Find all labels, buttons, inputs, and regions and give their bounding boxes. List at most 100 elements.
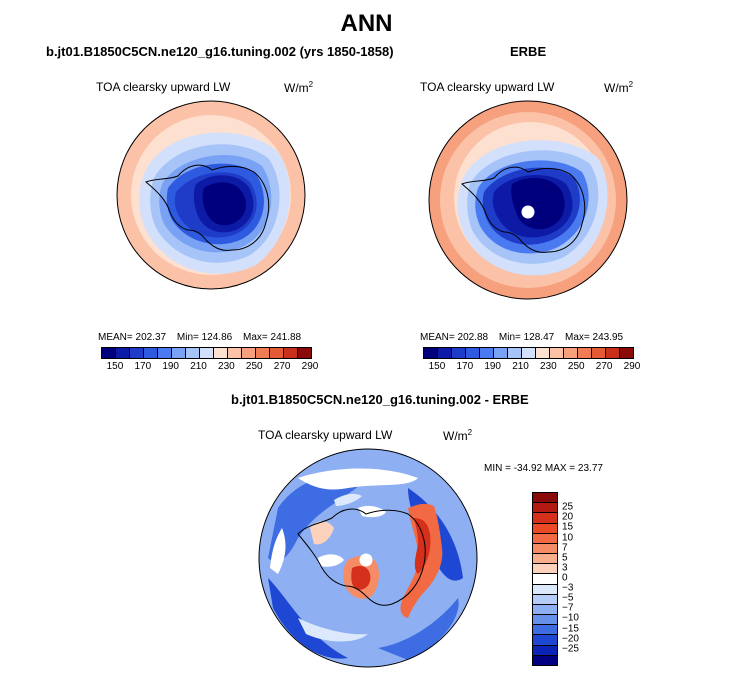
colorbar-swatch xyxy=(270,348,284,358)
colorbar-swatch xyxy=(536,348,550,358)
colorbar-swatch xyxy=(144,348,158,358)
obs-case-title: ERBE xyxy=(510,44,547,59)
colorbar-swatch xyxy=(564,348,578,358)
colorbar-swatch xyxy=(533,604,557,616)
colorbar-swatch xyxy=(592,348,606,358)
colorbar-tick-label: −3 xyxy=(562,582,574,594)
obs-stats: MEAN= 202.88 Min= 128.47 Max= 243.95 xyxy=(420,332,623,343)
colorbar-swatch xyxy=(533,584,557,595)
colorbar-swatch xyxy=(533,655,557,665)
obs-polar-map xyxy=(428,100,628,300)
colorbar-swatch xyxy=(533,493,557,504)
colorbar-tick-label: 25 xyxy=(562,501,574,513)
colorbar-swatch xyxy=(578,348,592,358)
colorbar-swatch xyxy=(214,348,228,358)
colorbar-tick-label: 10 xyxy=(562,532,574,544)
colorbar-swatch xyxy=(480,348,494,358)
colorbar-swatch xyxy=(533,625,557,636)
diff-colorbar-ticks: 25 20 15 10 7 5 3 0 −3 −5 −7 −10 −15 −20 −25 xyxy=(562,492,602,664)
model-polar-map xyxy=(116,100,306,290)
colorbar-tick-label: 270 xyxy=(273,361,291,372)
colorbar-tick-label: 190 xyxy=(484,361,501,372)
colorbar-tick-label: 230 xyxy=(540,361,557,372)
colorbar-swatch xyxy=(466,348,480,358)
obs-max: Max= 243.95 xyxy=(565,332,624,343)
diff-colorbar xyxy=(532,492,558,666)
colorbar-swatch xyxy=(533,574,557,585)
obs-units: W/m2 xyxy=(604,80,634,95)
colorbar-tick-label: 230 xyxy=(218,361,235,372)
colorbar-swatch xyxy=(424,348,438,358)
colorbar-tick-label: 250 xyxy=(567,361,585,372)
colorbar-swatch xyxy=(186,348,200,358)
model-max: Max= 241.88 xyxy=(243,332,302,343)
colorbar-tick-label: 150 xyxy=(106,361,124,372)
model-colorbar xyxy=(101,347,312,359)
colorbar-tick-label: 5 xyxy=(562,552,568,564)
colorbar-swatch xyxy=(172,348,186,358)
colorbar-tick-label: 15 xyxy=(562,521,574,533)
colorbar-tick-label: −7 xyxy=(562,602,574,614)
colorbar-tick-label: 20 xyxy=(562,511,574,523)
colorbar-swatch xyxy=(533,523,557,534)
figure-title: ANN xyxy=(340,10,393,37)
colorbar-swatch xyxy=(606,348,620,358)
obs-pole-hole-icon xyxy=(521,205,535,219)
colorbar-swatch xyxy=(533,594,557,605)
colorbar-swatch xyxy=(533,615,557,626)
colorbar-swatch xyxy=(508,348,522,358)
diff-units: W/m2 xyxy=(443,428,473,443)
colorbar-swatch xyxy=(533,635,557,646)
colorbar-tick-label: 210 xyxy=(190,361,207,372)
colorbar-swatch xyxy=(452,348,466,358)
colorbar-swatch xyxy=(533,513,557,524)
obs-field-title: TOA clearsky upward LW xyxy=(420,80,555,94)
colorbar-swatch xyxy=(242,348,256,358)
colorbar-swatch xyxy=(620,348,633,358)
colorbar-tick-label: 170 xyxy=(456,361,474,372)
colorbar-tick-label: 290 xyxy=(301,361,319,372)
colorbar-swatch xyxy=(158,348,172,358)
colorbar-swatch xyxy=(130,348,144,358)
colorbar-swatch xyxy=(438,348,452,358)
colorbar-tick-label: 270 xyxy=(595,361,613,372)
diff-field-title: TOA clearsky upward LW xyxy=(258,428,393,442)
colorbar-swatch xyxy=(284,348,298,358)
colorbar-swatch xyxy=(298,348,311,358)
obs-colorbar xyxy=(423,347,634,359)
colorbar-swatch xyxy=(533,543,557,555)
obs-mean: MEAN= 202.88 xyxy=(420,332,489,343)
model-stats: MEAN= 202.37 Min= 124.86 Max= 241.88 xyxy=(98,332,301,343)
colorbar-tick-label: 170 xyxy=(134,361,152,372)
model-mean: MEAN= 202.37 xyxy=(98,332,167,343)
colorbar-tick-label: 210 xyxy=(512,361,529,372)
colorbar-swatch xyxy=(116,348,130,358)
colorbar-tick-label: 3 xyxy=(562,562,568,574)
diff-minmax: MIN = -34.92 MAX = 23.77 xyxy=(484,463,603,474)
colorbar-swatch xyxy=(533,564,557,575)
colorbar-tick-label: −20 xyxy=(562,633,579,645)
model-field-title: TOA clearsky upward LW xyxy=(96,80,231,94)
colorbar-tick-label: −25 xyxy=(562,643,579,655)
obs-min: Min= 128.47 xyxy=(498,332,555,343)
colorbar-swatch xyxy=(533,554,557,565)
diff-case-title: b.jt01.B1850C5CN.ne120_g16.tuning.002 - … xyxy=(231,392,529,407)
model-colorbar-ticks: 150 170 190 210 230 250 270 290 xyxy=(101,361,319,373)
model-units: W/m2 xyxy=(284,80,314,95)
colorbar-tick-label: −15 xyxy=(562,623,579,635)
model-min: Min= 124.86 xyxy=(176,332,233,343)
colorbar-swatch xyxy=(102,348,116,358)
colorbar-tick-label: 150 xyxy=(428,361,446,372)
colorbar-tick-label: 290 xyxy=(623,361,641,372)
colorbar-tick-label: 7 xyxy=(562,542,568,554)
colorbar-swatch xyxy=(522,348,536,358)
diff-pole-hole-icon xyxy=(359,553,373,567)
diff-polar-map xyxy=(258,448,478,668)
colorbar-swatch xyxy=(200,348,214,358)
colorbar-tick-label: 190 xyxy=(162,361,179,372)
obs-colorbar-ticks: 150 170 190 210 230 250 270 290 xyxy=(423,361,641,373)
colorbar-swatch xyxy=(533,503,557,514)
colorbar-tick-label: −5 xyxy=(562,592,574,604)
colorbar-swatch xyxy=(494,348,508,358)
colorbar-swatch xyxy=(533,645,557,656)
